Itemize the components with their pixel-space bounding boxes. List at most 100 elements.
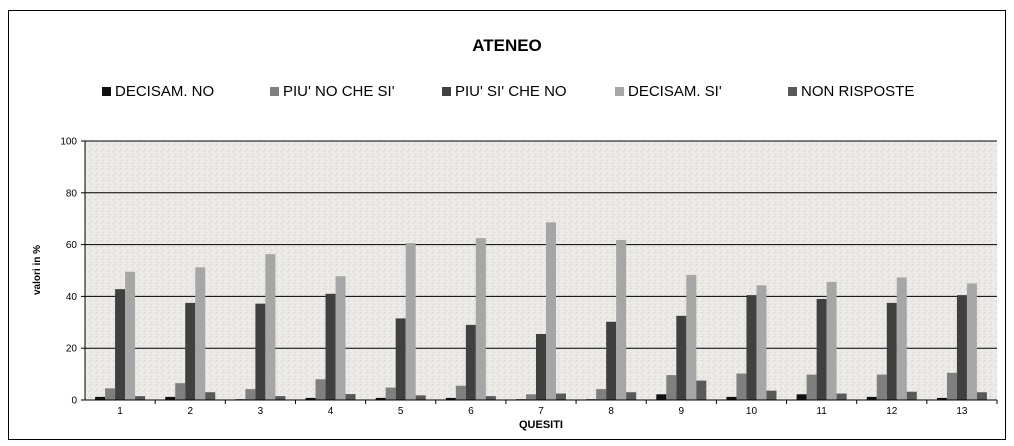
bar bbox=[185, 302, 196, 400]
bar bbox=[756, 285, 767, 400]
bar bbox=[826, 281, 837, 400]
bar bbox=[405, 243, 416, 400]
bar bbox=[455, 385, 466, 400]
legend-item: DECISAM. SI' bbox=[615, 83, 722, 100]
bar bbox=[876, 374, 887, 400]
x-tick-label: 9 bbox=[679, 406, 685, 417]
legend-item: NON RISPOSTE bbox=[788, 83, 914, 100]
bar bbox=[305, 397, 316, 400]
chart-title: ATENEO bbox=[472, 36, 542, 55]
legend-item: PIU' SI' CHE NO bbox=[442, 83, 567, 100]
bar bbox=[526, 394, 536, 400]
bar bbox=[886, 302, 897, 400]
y-tick-label: 0 bbox=[71, 396, 77, 407]
bar bbox=[696, 380, 707, 400]
x-tick-label: 5 bbox=[398, 406, 404, 417]
bar bbox=[105, 388, 116, 400]
bar bbox=[255, 303, 266, 400]
bar bbox=[465, 324, 476, 400]
bar bbox=[676, 315, 687, 400]
x-tick-label: 4 bbox=[328, 406, 334, 417]
bar bbox=[816, 298, 827, 400]
y-axis-label: valori in % bbox=[32, 245, 43, 295]
chart-legend: DECISAM. NO PIU' NO CHE SI' PIU' SI' CHE N… bbox=[0, 83, 1014, 103]
bar bbox=[395, 318, 406, 400]
bar bbox=[966, 283, 977, 400]
x-axis-label: QUESITI bbox=[519, 419, 563, 431]
bar bbox=[195, 267, 206, 400]
legend-item: DECISAM. NO bbox=[102, 83, 214, 100]
legend-swatch bbox=[442, 87, 451, 96]
bar bbox=[275, 396, 286, 400]
bar bbox=[596, 389, 607, 400]
bar bbox=[686, 274, 697, 400]
bar bbox=[556, 393, 566, 400]
bar bbox=[175, 383, 186, 400]
bar bbox=[656, 394, 667, 400]
bar bbox=[335, 276, 346, 400]
x-tick-label: 8 bbox=[608, 406, 614, 417]
bar bbox=[866, 396, 877, 400]
bar bbox=[956, 295, 967, 400]
legend-swatch bbox=[270, 87, 279, 96]
bar bbox=[95, 396, 106, 400]
x-tick-label: 12 bbox=[886, 406, 898, 417]
bar bbox=[936, 397, 947, 400]
bar bbox=[475, 238, 486, 400]
bar bbox=[205, 392, 216, 400]
y-tick-label: 100 bbox=[60, 137, 77, 148]
bar bbox=[906, 391, 917, 400]
bar bbox=[616, 239, 627, 400]
bar bbox=[165, 396, 176, 400]
bar bbox=[325, 293, 336, 400]
bar bbox=[115, 289, 126, 400]
bar bbox=[536, 333, 546, 400]
y-tick-label: 60 bbox=[66, 240, 78, 251]
bar bbox=[976, 392, 987, 400]
bar bbox=[666, 375, 677, 400]
x-tick-label: 11 bbox=[816, 406, 827, 417]
bar bbox=[485, 396, 496, 400]
bar bbox=[796, 394, 807, 400]
x-tick-label: 1 bbox=[117, 406, 123, 417]
bar bbox=[606, 321, 617, 400]
bar bbox=[736, 373, 747, 400]
bar bbox=[766, 390, 777, 400]
bar bbox=[746, 295, 757, 400]
bar bbox=[385, 387, 396, 400]
bar bbox=[726, 396, 737, 400]
bar bbox=[896, 277, 907, 400]
bar bbox=[836, 393, 847, 400]
bar bbox=[946, 372, 957, 400]
legend-label: PIU' SI' CHE NO bbox=[455, 83, 567, 100]
bar bbox=[315, 379, 326, 400]
bar bbox=[445, 397, 456, 400]
legend-label: NON RISPOSTE bbox=[801, 83, 915, 100]
x-tick-label: 13 bbox=[956, 406, 968, 417]
bar bbox=[125, 271, 136, 400]
bar bbox=[546, 222, 556, 400]
y-tick-label: 20 bbox=[66, 344, 78, 355]
bar bbox=[375, 397, 386, 400]
bar bbox=[345, 394, 356, 400]
legend-label: PIU' NO CHE SI' bbox=[283, 83, 395, 100]
legend-item: PIU' NO CHE SI' bbox=[270, 83, 395, 100]
legend-label: DECISAM. SI' bbox=[628, 83, 722, 100]
y-tick-label: 40 bbox=[66, 292, 78, 303]
bar bbox=[626, 392, 637, 400]
bar bbox=[135, 396, 146, 400]
bar bbox=[245, 389, 256, 400]
bar bbox=[806, 374, 817, 400]
legend-swatch bbox=[615, 87, 624, 96]
bar bbox=[265, 254, 276, 400]
x-tick-label: 10 bbox=[746, 406, 758, 417]
legend-swatch bbox=[102, 87, 111, 96]
x-tick-label: 6 bbox=[468, 406, 474, 417]
y-tick-label: 80 bbox=[66, 188, 78, 199]
legend-label: DECISAM. NO bbox=[115, 83, 215, 100]
legend-swatch bbox=[788, 87, 797, 96]
x-tick-label: 2 bbox=[187, 406, 193, 417]
bar bbox=[415, 395, 426, 400]
x-tick-label: 3 bbox=[258, 406, 264, 417]
